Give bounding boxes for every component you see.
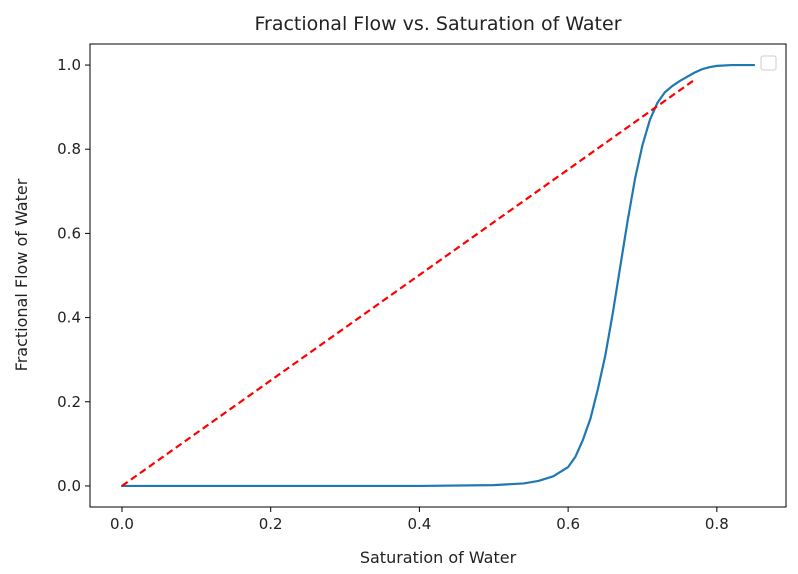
chart-title: Fractional Flow vs. Saturation of Water (254, 13, 621, 35)
y-tick-label: 0.2 (57, 393, 81, 411)
x-tick-label: 0.8 (705, 515, 729, 533)
plot-area (120, 63, 756, 488)
series-line-solid (120, 63, 756, 488)
series-line-dashed (121, 78, 696, 487)
axes-frame (89, 43, 787, 508)
axes: 0.0 0.2 0.4 0.6 0.8 0.0 0.2 0.4 0.6 0.8 1.0 (57, 43, 787, 533)
y-tick-label: 0.6 (57, 224, 81, 242)
x-tick-label: 0.0 (110, 515, 134, 533)
y-tick-label: 0.4 (57, 309, 81, 327)
legend-box (760, 55, 777, 71)
y-axis-label: Fractional Flow of Water (12, 178, 31, 371)
y-tick-label: 1.0 (57, 56, 81, 74)
x-tick-label: 0.6 (556, 515, 580, 533)
x-tick-label: 0.2 (259, 515, 283, 533)
x-tick-label: 0.4 (407, 515, 431, 533)
x-axis-label: Saturation of Water (360, 548, 517, 567)
y-tick-label: 0.8 (57, 140, 81, 158)
y-tick-label: 0.0 (57, 477, 81, 495)
